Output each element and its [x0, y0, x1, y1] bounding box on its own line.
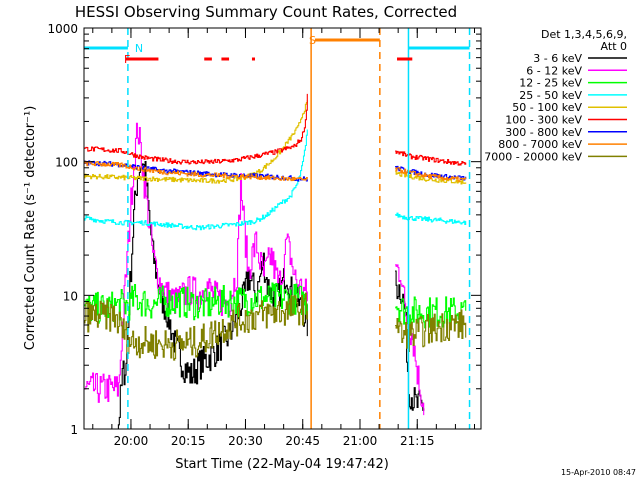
- x-tick-label: 21:00: [343, 434, 378, 448]
- flag-label: S: [309, 34, 316, 47]
- series-line: [84, 93, 467, 166]
- y-tick-label: 100: [55, 156, 78, 170]
- x-axis-label: Start Time (22-May-04 19:47:42): [175, 457, 389, 472]
- x-tick-label: 20:45: [285, 434, 320, 448]
- y-tick-label: 1: [70, 423, 78, 437]
- footer-timestamp: 15-Apr-2010 08:47: [561, 468, 636, 477]
- flag-label: F: [124, 53, 130, 66]
- legend-header: Att 0: [601, 40, 627, 53]
- legend-entry: 800 - 7000 keV: [498, 138, 582, 151]
- series-line: [84, 129, 467, 231]
- x-tick-label: 20:15: [171, 434, 206, 448]
- legend-entry: 300 - 800 keV: [505, 126, 582, 139]
- legend-entry: 25 - 50 keV: [519, 89, 582, 102]
- legend-entry: 3 - 6 keV: [533, 52, 582, 65]
- plot-area: NF S: [84, 28, 471, 429]
- legend-entry: 12 - 25 keV: [519, 77, 582, 90]
- legend-entry: 7000 - 20000 keV: [484, 150, 582, 163]
- y-axis-label: Corrected Count Rate (s⁻¹ detector⁻¹): [23, 106, 38, 351]
- x-tick-label: 21:15: [400, 434, 435, 448]
- legend-header: Det 1,3,4,5,6,9,: [541, 28, 627, 41]
- legend-entry: 100 - 300 keV: [505, 114, 582, 127]
- legend-entry: 6 - 12 keV: [526, 64, 582, 77]
- plot-frame: [83, 27, 482, 430]
- y-tick-label: 10: [63, 289, 78, 303]
- chart-title: HESSI Observing Summary Count Rates, Cor…: [75, 3, 457, 21]
- x-tick-label: 20:30: [228, 434, 263, 448]
- series-line: [84, 160, 467, 182]
- y-tick-label: 1000: [47, 22, 78, 36]
- flag-label: N: [135, 42, 143, 55]
- series-line: [84, 292, 467, 361]
- legend-entry: 50 - 100 keV: [512, 101, 582, 114]
- x-tick-label: 20:00: [114, 434, 149, 448]
- axes: 1 10 100 1000 20:00 20:15 20:30 20:45 21:00 21:15: [47, 22, 482, 448]
